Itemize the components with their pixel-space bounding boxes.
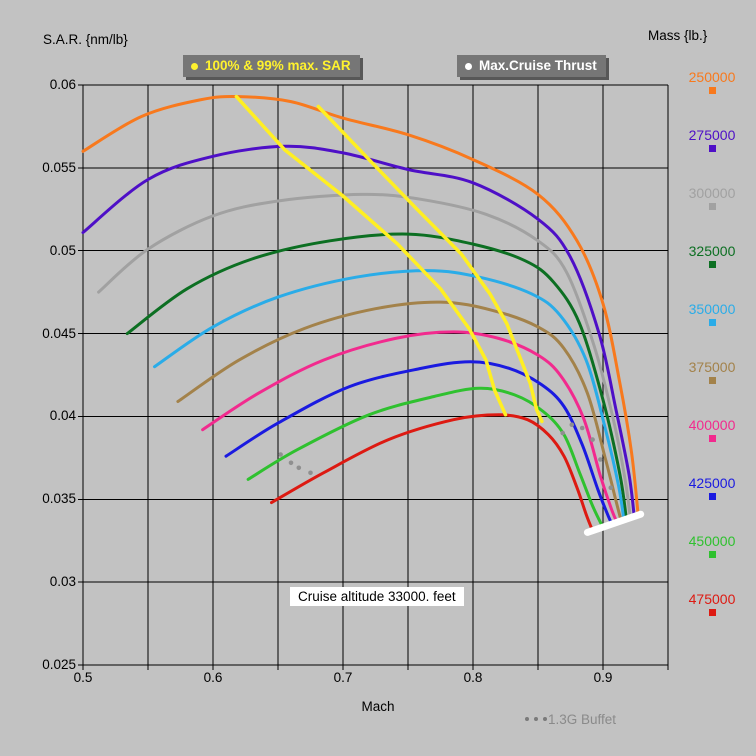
legend-max-sar-label: 100% & 99% max. SAR — [205, 58, 351, 73]
buffet-dot-icon — [534, 717, 538, 721]
mass-legend-label: 475000 — [688, 591, 736, 607]
y-tick-label: 0.05 — [49, 242, 76, 258]
mass-legend-entry: 250000 — [678, 70, 746, 94]
y-tick-label: 0.06 — [49, 77, 76, 92]
mass-legend-entry: 300000 — [678, 186, 746, 210]
x-tick-label: 0.8 — [463, 670, 483, 685]
x-axis-title: Mach — [361, 699, 395, 714]
curve-mass-250000 — [81, 95, 640, 516]
curve-mass-475000 — [270, 413, 595, 533]
mass-legend-swatch-icon — [708, 261, 716, 268]
legend-max-cruise-thrust-label: Max.Cruise Thrust — [479, 58, 597, 73]
mass-legend-entry: 400000 — [678, 418, 746, 442]
y-tick-label: 0.055 — [42, 159, 76, 175]
mass-legend-swatch-icon — [708, 203, 716, 210]
y-axis-title: S.A.R. {nm/lb} — [43, 32, 128, 47]
cruise-altitude-annotation: Cruise altitude 33000. feet — [290, 587, 464, 606]
mass-legend-label: 375000 — [688, 359, 736, 375]
buffet-dot-icon — [525, 717, 529, 721]
buffet-legend-label: 1.3G Buffet — [548, 711, 617, 727]
buffet-dot — [598, 457, 603, 462]
mass-legend-label: 425000 — [688, 475, 736, 491]
curve-mass-300000 — [97, 192, 632, 519]
x-tick-label: 0.6 — [203, 670, 223, 685]
mass-legend-label: 275000 — [688, 127, 736, 143]
buffet-dot — [288, 460, 294, 466]
curve-mass-325000 — [125, 232, 628, 521]
buffet-dot — [296, 465, 302, 471]
mass-legend-entry: 275000 — [678, 128, 746, 152]
max-sar-locus-100 — [234, 94, 508, 417]
mass-legend-swatch-icon — [708, 87, 716, 94]
max-cruise-thrust-line — [583, 510, 645, 536]
x-tick-label: 0.5 — [73, 670, 93, 685]
y-tick-label: 0.025 — [42, 657, 76, 672]
mass-legend-entry: 350000 — [678, 302, 746, 326]
mass-legend-label: 350000 — [688, 301, 736, 317]
mass-legend-swatch-icon — [708, 145, 716, 152]
curve-mass-375000 — [176, 300, 623, 523]
mass-legend-label: 325000 — [688, 243, 736, 259]
y-tick-label: 0.045 — [42, 325, 76, 341]
mass-legend-entry: 475000 — [678, 592, 746, 616]
buffet-legend: 1.3G Buffet — [525, 711, 616, 727]
mass-legend-swatch-icon — [708, 435, 716, 442]
mass-legend-swatch-icon — [708, 377, 716, 384]
mass-legend-label: 250000 — [688, 69, 736, 85]
buffet-dot — [278, 452, 283, 457]
mass-legend-entry: 425000 — [678, 476, 746, 500]
legend-max-sar: 100% & 99% max. SAR — [183, 55, 360, 77]
mass-legend-entry: 450000 — [678, 534, 746, 558]
curve-mass-350000 — [153, 269, 626, 521]
max-sar-locus-99 — [316, 104, 544, 424]
mass-legend-label: 400000 — [688, 417, 736, 433]
buffet-dot — [560, 430, 565, 436]
y-tick-label: 0.04 — [49, 408, 76, 424]
buffet-dot — [608, 485, 614, 491]
mass-legend-swatch-icon — [708, 609, 716, 616]
mass-legend-entry: 375000 — [678, 360, 746, 384]
yellow-dot-icon — [191, 62, 198, 70]
curve-mass-425000 — [224, 360, 614, 526]
y-tick-label: 0.035 — [42, 491, 76, 507]
mass-legend-entry: 325000 — [678, 244, 746, 268]
buffet-dot-icon — [543, 717, 547, 721]
mass-column-title: Mass {lb.} — [648, 28, 708, 43]
mass-legend-swatch-icon — [708, 319, 716, 326]
buffet-dot — [308, 470, 313, 476]
y-tick-label: 0.03 — [49, 574, 76, 590]
mass-legend-label: 450000 — [688, 533, 736, 549]
curve-mass-400000 — [201, 330, 619, 524]
curve-mass-450000 — [246, 386, 605, 529]
curve-mass-275000 — [81, 144, 636, 518]
mass-legend-swatch-icon — [708, 493, 716, 500]
legend-max-cruise-thrust: Max.Cruise Thrust — [457, 55, 606, 77]
x-tick-label: 0.7 — [333, 670, 353, 685]
buffet-dot — [590, 437, 595, 442]
x-tick-label: 0.9 — [593, 670, 613, 685]
white-dot-icon — [465, 62, 472, 70]
mass-legend-swatch-icon — [708, 551, 716, 558]
mass-legend-label: 300000 — [688, 185, 736, 201]
buffet-dot — [579, 425, 585, 431]
buffet-dot — [569, 422, 575, 428]
